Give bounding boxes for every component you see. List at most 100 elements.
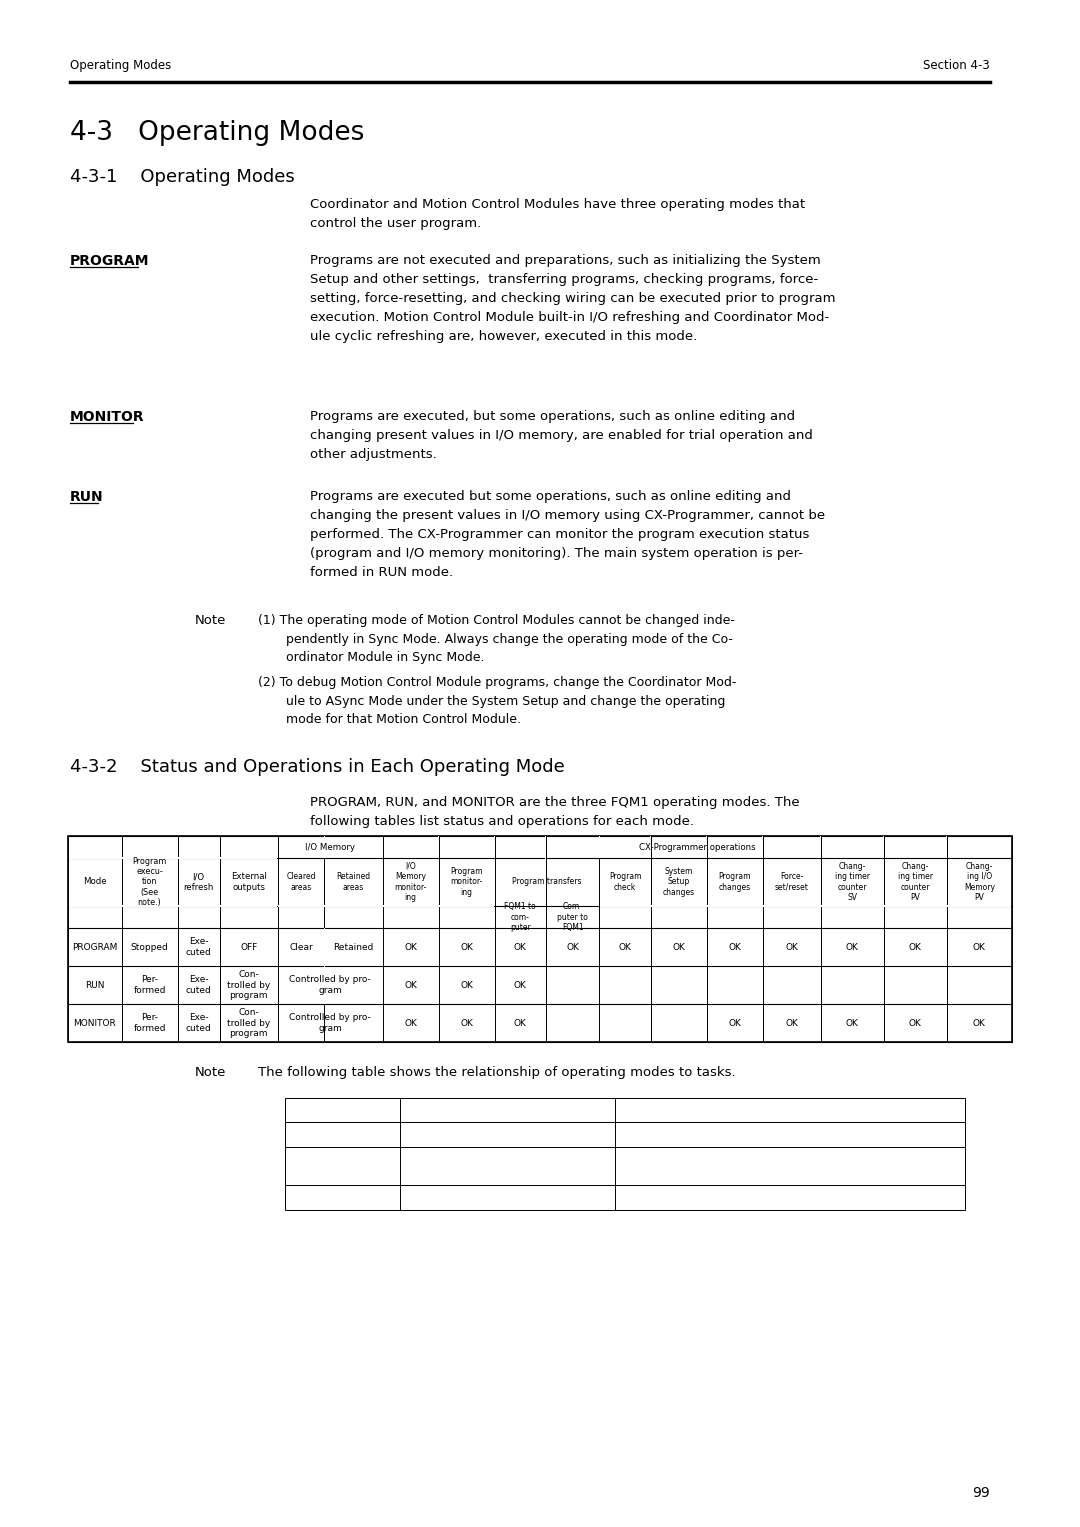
Text: OK: OK [460, 942, 473, 951]
Text: Exe-
cuted: Exe- cuted [186, 938, 212, 957]
Text: MONITOR: MONITOR [70, 411, 145, 425]
Text: PROGRAM: PROGRAM [70, 253, 149, 269]
Text: Note: Note [195, 1066, 227, 1080]
Text: Program
changes: Program changes [718, 872, 751, 892]
Text: Con-
trolled by
program: Con- trolled by program [227, 1008, 270, 1038]
Bar [883, 835, 885, 858]
Bar [545, 835, 546, 858]
Text: Controlled by pro-
gram: Controlled by pro- gram [289, 1014, 372, 1032]
Bar [946, 835, 947, 858]
Text: OK: OK [973, 942, 986, 951]
Text: System
Setup
changes: System Setup changes [663, 867, 694, 896]
Text: Stopped: Stopped [131, 942, 168, 951]
Bar [762, 835, 764, 858]
Text: Retained: Retained [334, 942, 374, 951]
Text: OK: OK [909, 942, 921, 951]
Text: OFF: OFF [240, 942, 257, 951]
Text: MONITOR: MONITOR [314, 1191, 370, 1203]
Text: Clear: Clear [289, 942, 313, 951]
Text: Exe-
cuted: Exe- cuted [186, 1014, 212, 1032]
Text: Programs are executed but some operations, such as online editing and
changing t: Programs are executed but some operation… [310, 490, 825, 579]
Text: Mode: Mode [326, 1104, 359, 1116]
Text: Chang-
ing timer
counter
SV: Chang- ing timer counter SV [835, 861, 869, 902]
Text: 4-3   Operating Modes: 4-3 Operating Modes [70, 121, 364, 147]
Text: Program
monitor-
ing: Program monitor- ing [450, 867, 483, 896]
Text: Enabled: Enabled [484, 1159, 531, 1173]
Text: OK: OK [785, 942, 798, 951]
Bar [285, 1122, 966, 1147]
Bar [545, 858, 546, 906]
Text: Force-
set/reset: Force- set/reset [774, 872, 809, 892]
Bar [821, 835, 822, 858]
Text: Con-
trolled by
program: Con- trolled by program [227, 970, 270, 1000]
Bar [285, 1147, 966, 1185]
Bar [285, 1185, 966, 1209]
Text: OK: OK [514, 980, 527, 989]
Text: Interrupt task status: Interrupt task status [729, 1104, 851, 1116]
Text: Operating Modes: Operating Modes [70, 60, 172, 72]
Text: OK: OK [909, 1019, 921, 1028]
Text: Com-
puter to
FQM1: Com- puter to FQM1 [557, 902, 589, 931]
Text: I/O Memory: I/O Memory [306, 843, 355, 852]
Text: Section 4-3: Section 4-3 [923, 60, 990, 72]
Text: OK: OK [404, 942, 417, 951]
Bar [68, 835, 1012, 1041]
Bar [69, 857, 278, 860]
Text: OK: OK [846, 1019, 859, 1028]
Text: PROGRAM: PROGRAM [72, 942, 118, 951]
Text: Note: Note [195, 614, 227, 628]
Text: Programs are not executed and preparations, such as initializing the System
Setu: Programs are not executed and preparatio… [310, 253, 836, 344]
Text: OK: OK [460, 980, 473, 989]
Text: (2) To debug Motion Control Module programs, change the Coordinator Mod-
       : (2) To debug Motion Control Module progr… [258, 676, 737, 725]
Text: Chang-
ing timer
counter
PV: Chang- ing timer counter PV [897, 861, 933, 902]
Bar [324, 928, 325, 1003]
Bar [324, 835, 325, 858]
Text: Exe-
cuted: Exe- cuted [186, 976, 212, 994]
Text: Cyclic task status: Cyclic task status [456, 1104, 559, 1116]
Text: Retained
areas: Retained areas [337, 872, 370, 892]
Bar [706, 835, 707, 858]
Text: Program
check: Program check [609, 872, 642, 892]
Text: OK: OK [514, 1019, 527, 1028]
Bar [69, 906, 278, 907]
Text: OK: OK [728, 1019, 741, 1028]
Text: OK: OK [728, 942, 741, 951]
Text: Chang-
ing I/O
Memory
PV: Chang- ing I/O Memory PV [963, 861, 995, 902]
Text: Per-
formed: Per- formed [133, 1014, 166, 1032]
Text: Cleared
areas: Cleared areas [286, 872, 315, 892]
Text: PROGRAM: PROGRAM [313, 1128, 373, 1141]
Bar [279, 906, 494, 907]
Text: 99: 99 [972, 1486, 990, 1500]
Text: 4-3-2    Status and Operations in Each Operating Mode: 4-3-2 Status and Operations in Each Oper… [70, 757, 565, 776]
Text: FQM1 to
com-
puter: FQM1 to com- puter [504, 902, 536, 931]
Bar [650, 835, 651, 858]
Text: OK: OK [404, 980, 417, 989]
Text: Coordinator and Motion Control Modules have three operating modes that
control t: Coordinator and Motion Control Modules h… [310, 199, 805, 231]
Text: Program transfers: Program transfers [512, 878, 582, 887]
Text: OK: OK [785, 1019, 798, 1028]
Bar [494, 835, 495, 858]
Text: OK: OK [460, 1019, 473, 1028]
Bar [598, 835, 600, 858]
Text: CX-Programmer operations: CX-Programmer operations [639, 843, 756, 852]
Text: I/O
Memory
monitor-
ing: I/O Memory monitor- ing [394, 861, 427, 902]
Text: OK: OK [846, 942, 859, 951]
Text: MONITOR: MONITOR [73, 1019, 117, 1028]
Text: Disabled: Disabled [482, 1128, 534, 1141]
Text: Stopped: Stopped [766, 1128, 814, 1141]
Text: PROGRAM, RUN, and MONITOR are the three FQM1 operating modes. The
following tabl: PROGRAM, RUN, and MONITOR are the three … [310, 796, 799, 828]
Text: The following table shows the relationship of operating modes to tasks.: The following table shows the relationsh… [258, 1066, 735, 1080]
Text: Controlled by pro-
gram: Controlled by pro- gram [289, 976, 372, 994]
Text: 4-3-1    Operating Modes: 4-3-1 Operating Modes [70, 168, 295, 186]
Text: I/O
refresh: I/O refresh [184, 872, 214, 892]
Text: OK: OK [514, 942, 527, 951]
Text: (1) The operating mode of Motion Control Modules cannot be changed inde-
       : (1) The operating mode of Motion Control… [258, 614, 734, 664]
Text: Mode: Mode [83, 878, 107, 887]
Text: OK: OK [566, 942, 579, 951]
Text: Program
execu-
tion
(See
note.): Program execu- tion (See note.) [133, 857, 166, 907]
Text: RUN: RUN [70, 490, 104, 504]
Bar [285, 1098, 966, 1122]
Text: Per-
formed: Per- formed [133, 976, 166, 994]
Text: Executed if interrupt condition is
met.: Executed if interrupt condition is met. [693, 1151, 887, 1180]
Text: RUN: RUN [329, 1159, 355, 1173]
